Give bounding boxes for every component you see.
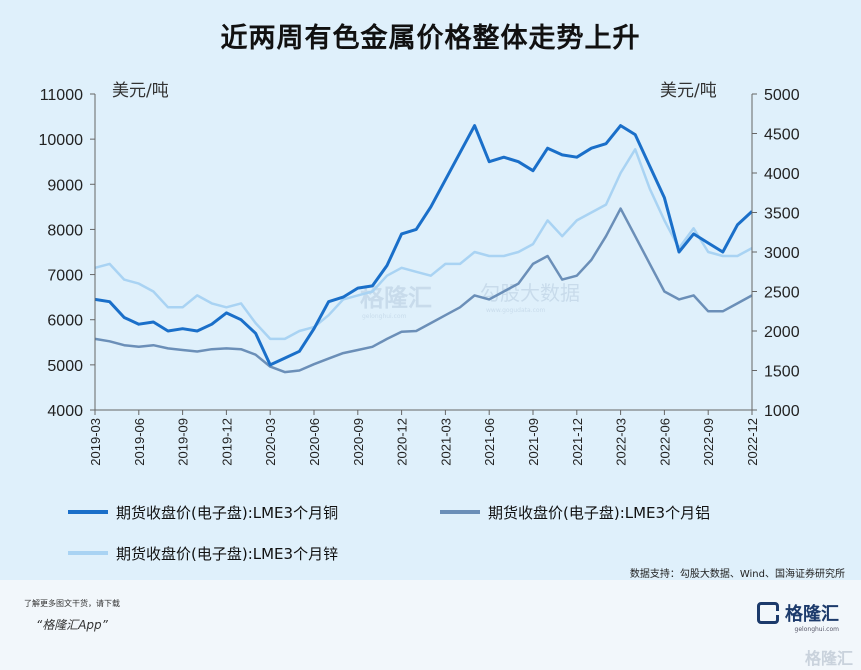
source-note: 数据支持：勾股大数据、Wind、国海证券研究所 <box>629 569 845 580</box>
left-tick-label: 10000 <box>39 132 84 149</box>
left-tick-label: 11000 <box>40 87 83 104</box>
right-tick-label: 1500 <box>764 364 800 381</box>
x-tick-label: 2021-06 <box>482 418 497 466</box>
chart-title: 近两周有色金属价格整体走势上升 <box>220 23 641 54</box>
line-chart: 格隆汇 gelonghui.com 勾股大数据 www.gogudata.com… <box>39 81 800 563</box>
watermark-left-sub: gelonghui.com <box>362 313 407 320</box>
x-tick-label: 2020-09 <box>351 418 366 466</box>
legend-label: 期货收盘价(电子盘):LME3个月铝 <box>488 504 710 522</box>
footer-note: 了解更多图文干货，请下载 <box>24 599 120 608</box>
brand-mark-icon <box>757 602 779 624</box>
x-tick-label: 2022-03 <box>614 418 629 466</box>
x-tick-label: 2022-12 <box>745 418 760 466</box>
brand-logo: 格隆汇 <box>757 600 839 626</box>
watermark-right-sub: www.gogudata.com <box>486 307 546 314</box>
x-tick-label: 2019-09 <box>176 418 191 466</box>
series-line <box>94 124 754 367</box>
left-tick-label: 7000 <box>47 268 83 285</box>
x-tick-label: 2019-03 <box>88 418 103 466</box>
x-tick-label: 2022-06 <box>657 418 672 466</box>
left-tick-label: 8000 <box>47 222 83 239</box>
x-tick-label: 2020-12 <box>395 418 410 466</box>
right-tick-label: 4500 <box>764 127 800 144</box>
legend-label: 期货收盘价(电子盘):LME3个月锌 <box>116 545 338 563</box>
series-line <box>94 148 753 341</box>
right-tick-label: 3000 <box>764 245 800 262</box>
x-tick-label: 2021-09 <box>526 418 541 466</box>
brand-name: 格隆汇 <box>785 604 839 625</box>
right-tick-label: 5000 <box>764 87 800 104</box>
x-tick-label: 2020-06 <box>307 418 322 466</box>
right-tick-label: 2000 <box>764 324 800 341</box>
left-tick-label: 9000 <box>47 177 83 194</box>
left-tick-label: 5000 <box>47 358 83 375</box>
footer-app-name: “格隆汇App” <box>36 618 108 632</box>
series-line <box>94 207 753 374</box>
footer <box>0 580 861 670</box>
bottom-watermark: 格隆汇 <box>804 649 853 668</box>
legend-label: 期货收盘价(电子盘):LME3个月铜 <box>116 504 338 522</box>
left-axis-unit: 美元/吨 <box>112 81 169 101</box>
right-tick-label: 4000 <box>764 166 800 183</box>
x-tick-label: 2021-12 <box>570 418 585 466</box>
right-tick-label: 1000 <box>764 403 800 420</box>
x-tick-label: 2019-06 <box>132 418 147 466</box>
left-tick-label: 4000 <box>47 403 83 420</box>
x-tick-label: 2019-12 <box>219 418 234 466</box>
x-tick-label: 2020-03 <box>263 418 278 466</box>
watermark-left: 格隆汇 <box>360 284 432 312</box>
x-tick-label: 2021-03 <box>438 418 453 466</box>
right-tick-label: 3500 <box>764 206 800 223</box>
brand-url: gelonghui.com <box>794 626 839 633</box>
left-tick-label: 6000 <box>47 313 83 330</box>
right-tick-label: 2500 <box>764 285 800 302</box>
right-axis-unit: 美元/吨 <box>660 81 717 101</box>
watermark-right: 勾股大数据 <box>480 281 580 305</box>
x-tick-label: 2022-09 <box>701 418 716 466</box>
